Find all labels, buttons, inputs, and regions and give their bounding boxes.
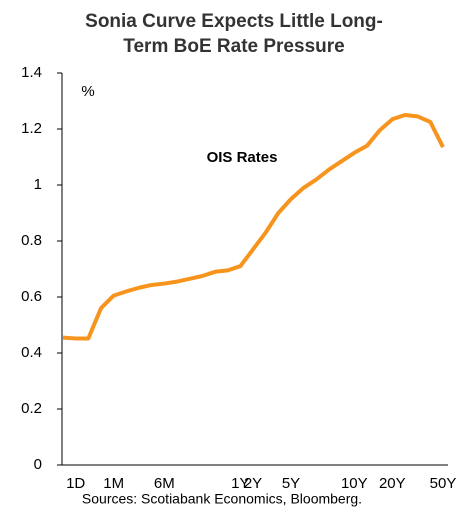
x-tick-label: 1Y <box>231 475 249 492</box>
y-tick-label: 0.6 <box>21 288 42 305</box>
y-tick-label: 1.2 <box>21 120 42 137</box>
x-tick-label: 1D <box>66 475 85 492</box>
x-tick-label: 20Y <box>379 475 406 492</box>
y-tick-label: 0.2 <box>21 400 42 417</box>
y-tick-label: 1.4 <box>21 64 42 81</box>
x-tick-label: 6M <box>154 475 175 492</box>
x-tick-label: 10Y <box>341 475 368 492</box>
chart-title: Term BoE Rate Pressure <box>123 36 344 57</box>
x-tick-label: 5Y <box>282 475 300 492</box>
x-tick-label: 2Y <box>244 475 262 492</box>
source: Sources: Scotiabank Economics, Bloomberg… <box>82 491 362 507</box>
chart-title: Sonia Curve Expects Little Long- <box>85 11 383 32</box>
y-tick-label: 0.4 <box>21 344 42 361</box>
y-tick-label: 0.8 <box>21 232 42 249</box>
y-tick-label: 1 <box>34 176 42 193</box>
y-tick-label: 0 <box>34 456 42 473</box>
line-series <box>62 113 445 341</box>
annotation: OIS Rates <box>207 149 278 166</box>
x-tick-label: 50Y <box>430 475 457 492</box>
y-axis-label: % <box>81 83 94 100</box>
x-tick-label: 1M <box>103 475 124 492</box>
